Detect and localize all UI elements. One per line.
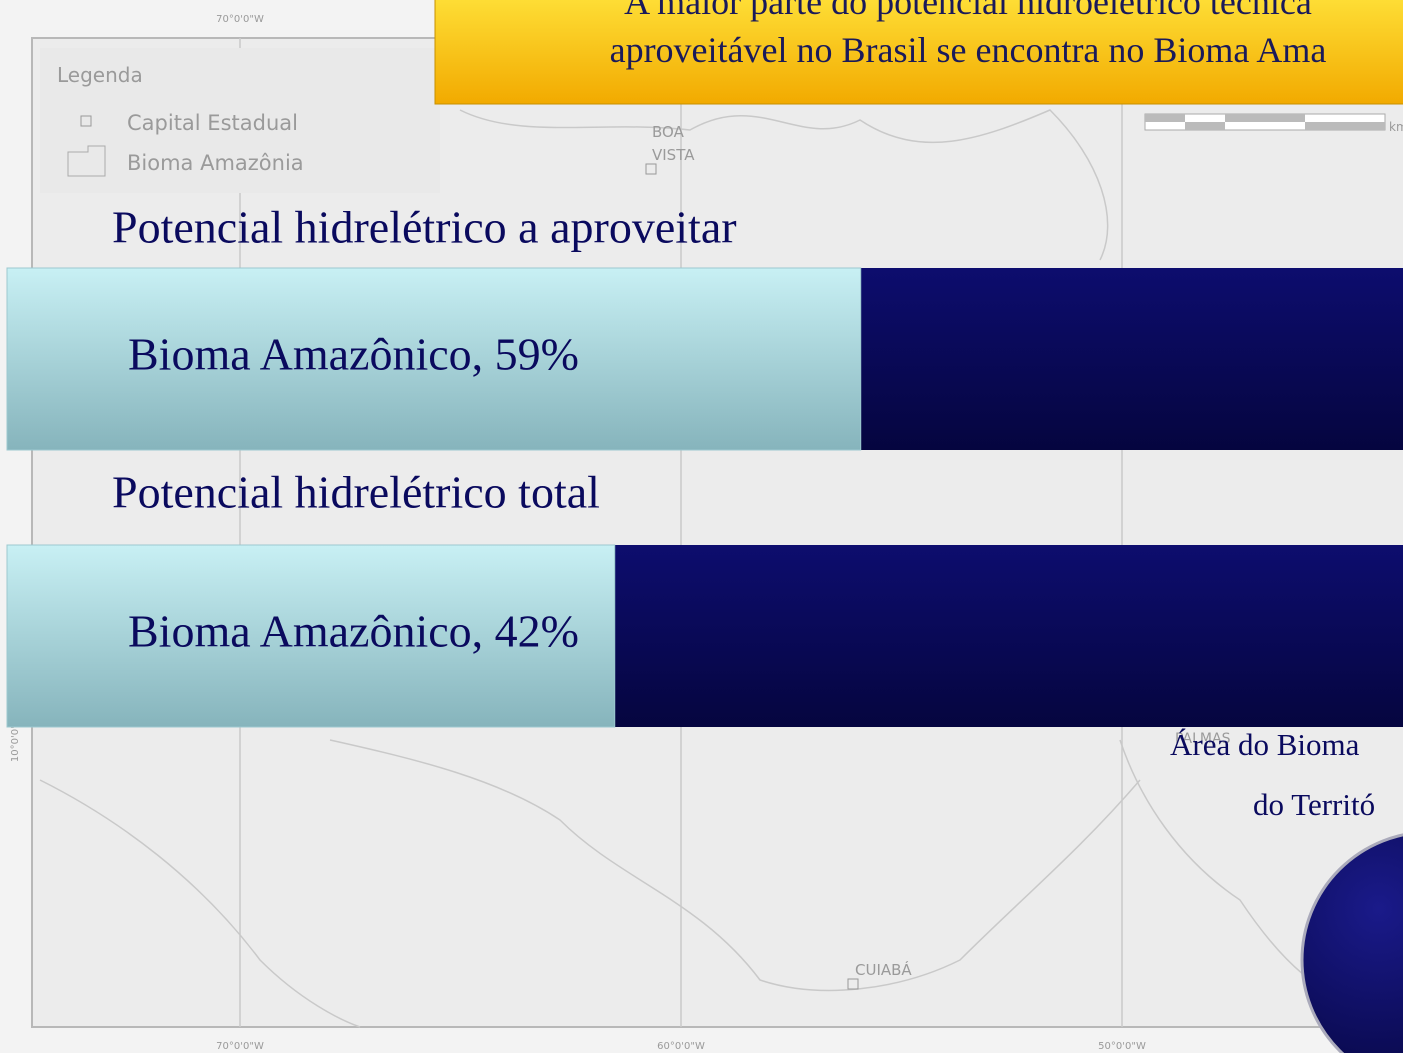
value-label: Bioma Amazônico, 42% bbox=[128, 606, 579, 657]
coordinate-label: 70°0'0"W bbox=[216, 1041, 264, 1052]
city-label: BOA bbox=[652, 123, 685, 141]
legend-item: Capital Estadual bbox=[127, 111, 298, 135]
header-line: aproveitável no Brasil se encontra no Bi… bbox=[610, 30, 1327, 70]
value-label: Bioma Amazônico, 59% bbox=[128, 329, 579, 380]
scale-bar bbox=[1145, 114, 1385, 130]
legend-item: Bioma Amazônia bbox=[127, 151, 304, 175]
coordinate-label: 70°0'0"W bbox=[216, 14, 264, 25]
coordinate-label: 60°0'0"W bbox=[657, 1041, 705, 1052]
side-note: do Territó bbox=[1253, 787, 1375, 822]
city-label: VISTA bbox=[652, 146, 695, 164]
scale-unit: km bbox=[1389, 120, 1403, 134]
legend-title: Legenda bbox=[57, 63, 143, 87]
category-label: Potencial hidrelétrico a aproveitar bbox=[112, 202, 737, 253]
category-label: Potencial hidrelétrico total bbox=[112, 467, 600, 518]
slide: Legenda Capital Estadual Bioma Amazônia … bbox=[0, 0, 1403, 1053]
side-note: Área do Bioma bbox=[1170, 727, 1360, 762]
coordinate-label: 50°0'0"W bbox=[1098, 1041, 1146, 1052]
header-line: A maior parte do potencial hidroelétrico… bbox=[624, 0, 1312, 22]
city-label: CUIABÁ bbox=[855, 960, 912, 979]
page: {"header": {"lines": ["A maior parte do … bbox=[0, 0, 1403, 1053]
